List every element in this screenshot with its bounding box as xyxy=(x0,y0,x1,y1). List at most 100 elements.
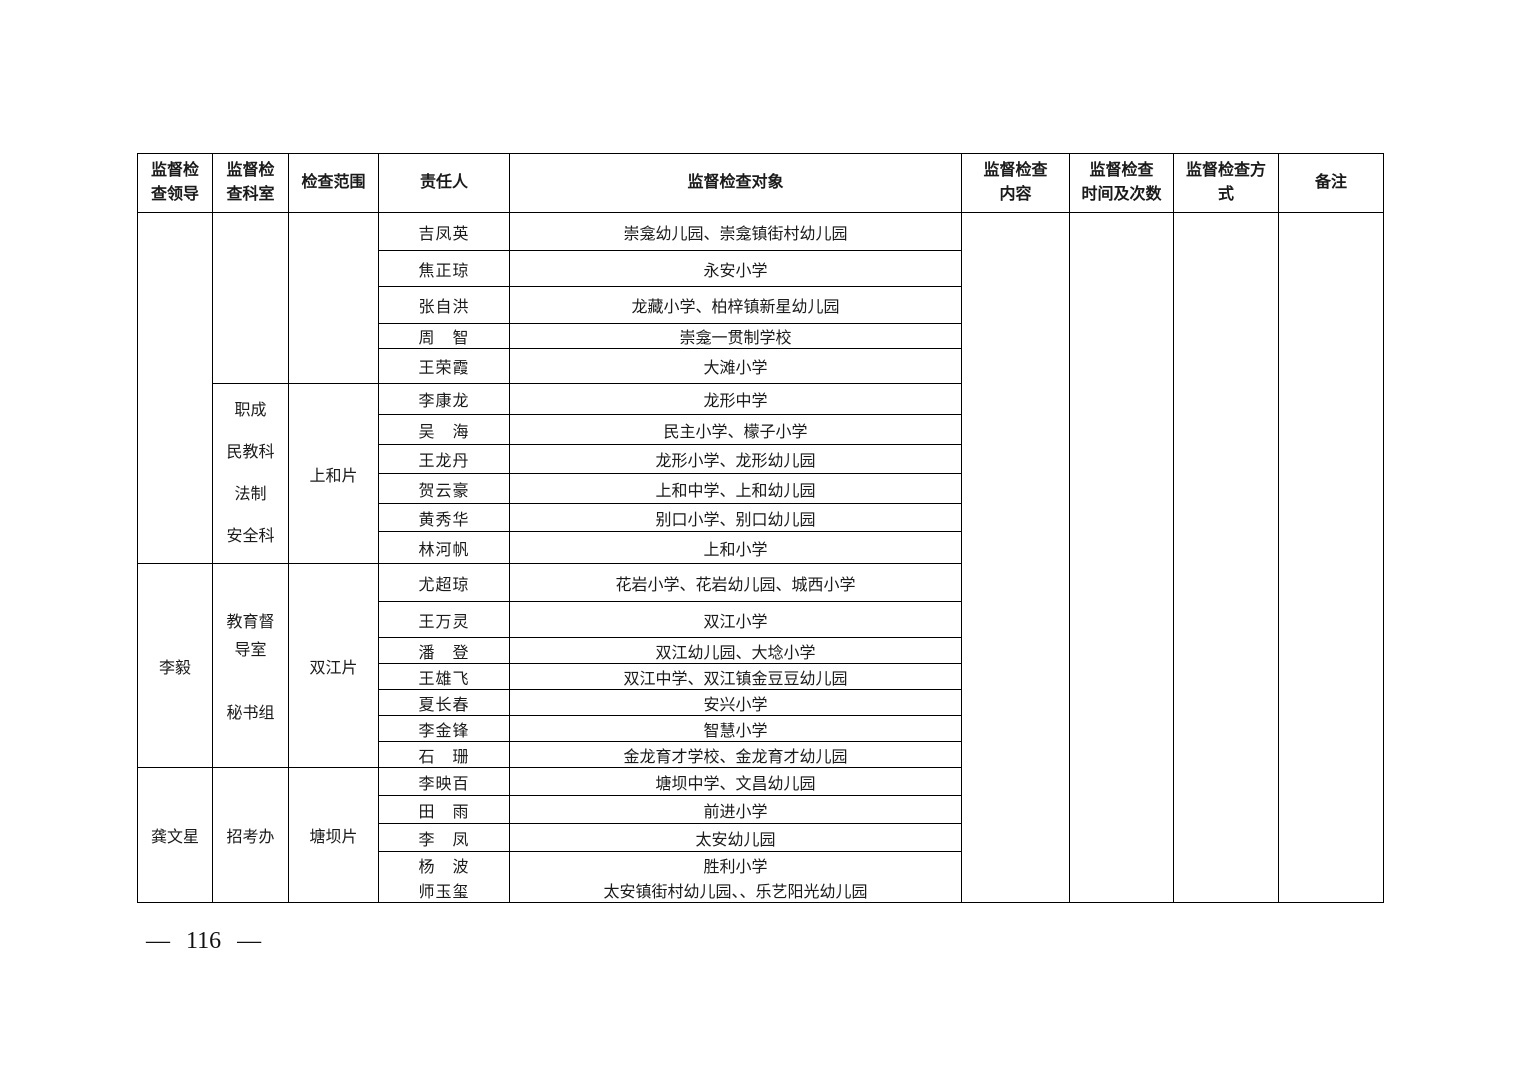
responsible-name: 王龙丹 xyxy=(378,444,510,474)
inspection-target: 安兴小学 xyxy=(509,689,962,716)
responsible-name: 周 智 xyxy=(378,323,510,349)
department-cell: 教育督导室 秘书组 xyxy=(212,563,289,768)
responsible-name: 贺云豪 xyxy=(378,473,510,504)
scope-cell: 双江片 xyxy=(288,563,379,768)
table-row: 师玉玺 太安镇街村幼儿园、、乐艺阳光幼儿园 xyxy=(138,877,1384,903)
inspection-target: 龙形小学、龙形幼儿园 xyxy=(509,444,962,474)
inspection-target: 前进小学 xyxy=(509,795,962,824)
responsible-name: 黄秀华 xyxy=(378,503,510,532)
responsible-name: 王雄飞 xyxy=(378,663,510,690)
responsible-name: 吉凤英 xyxy=(378,212,510,251)
department-line: 秘书组 xyxy=(226,704,275,722)
responsible-name: 李 凤 xyxy=(378,823,510,852)
responsible-name: 石 珊 xyxy=(378,741,510,768)
department-line: 教育督导室 xyxy=(226,613,275,659)
department-cell-empty xyxy=(212,212,289,384)
header-content: 监督检查 内容 xyxy=(961,153,1070,213)
scope-cell-empty xyxy=(288,212,379,384)
header-remark: 备注 xyxy=(1278,153,1384,213)
table-row: 贺云豪 上和中学、上和幼儿园 xyxy=(138,473,1384,504)
table-row: 吉凤英 崇龛幼儿园、崇龛镇街村幼儿园 xyxy=(137,212,1384,903)
department-line: 民教科 xyxy=(226,443,275,461)
responsible-name: 尤超琼 xyxy=(378,563,510,602)
method-cell-empty xyxy=(1173,212,1279,903)
page-number: — 116 — xyxy=(146,928,262,954)
header-target: 监督检查对象 xyxy=(509,153,962,213)
table-row: 杨 波 胜利小学 xyxy=(138,851,1384,878)
inspection-target: 太安镇街村幼儿园、、乐艺阳光幼儿园 xyxy=(509,877,962,903)
inspection-target: 永安小学 xyxy=(509,250,962,287)
inspection-target: 胜利小学 xyxy=(509,851,962,878)
header-scope: 检查范围 xyxy=(288,153,379,213)
inspection-target: 别口小学、别口幼儿园 xyxy=(509,503,962,532)
scope-cell: 塘坝片 xyxy=(288,767,379,903)
department-cell: 职成 民教科 法制 安全科 xyxy=(212,383,289,564)
inspection-table: 监督检 查领导 监督检 查科室 检查范围 责任人 监督检查对象 监督检查 内容 监督检… xyxy=(137,153,1384,903)
responsible-name: 王万灵 xyxy=(378,601,510,638)
table-row: 林河帆 上和小学 xyxy=(138,531,1384,564)
inspection-target: 龙形中学 xyxy=(509,383,962,415)
responsible-name: 王荣霞 xyxy=(378,348,510,384)
responsible-name: 焦正琼 xyxy=(378,250,510,287)
scope-cell: 上和片 xyxy=(288,383,379,564)
table-header-row: 监督检 查领导 监督检 查科室 检查范围 责任人 监督检查对象 监督检查 内容 监督检… xyxy=(137,153,1384,213)
responsible-name: 李金锋 xyxy=(378,715,510,742)
inspection-target: 民主小学、檬子小学 xyxy=(509,414,962,445)
leader-cell: 龚文星 xyxy=(137,767,213,903)
responsible-name: 师玉玺 xyxy=(378,877,510,903)
table-row: 李金锋 智慧小学 xyxy=(138,715,1384,742)
table-row: 田 雨 前进小学 xyxy=(138,795,1384,824)
responsible-name: 李映百 xyxy=(378,767,510,796)
responsible-name: 田 雨 xyxy=(378,795,510,824)
inspection-target: 崇龛一贯制学校 xyxy=(509,323,962,349)
responsible-name: 潘 登 xyxy=(378,637,510,664)
responsible-name: 杨 波 xyxy=(378,851,510,878)
inspection-target: 太安幼儿园 xyxy=(509,823,962,852)
table-row: 王荣霞 大滩小学 xyxy=(138,348,1384,384)
department-line: 职成 xyxy=(234,401,267,419)
department-cell: 招考办 xyxy=(212,767,289,903)
responsible-name: 夏长春 xyxy=(378,689,510,716)
header-method: 监督检查方式 xyxy=(1173,153,1279,213)
leader-cell-empty xyxy=(137,212,213,564)
inspection-target: 双江小学 xyxy=(509,601,962,638)
responsible-name: 林河帆 xyxy=(378,531,510,564)
time-cell-empty xyxy=(1069,212,1174,903)
inspection-target: 崇龛幼儿园、崇龛镇街村幼儿园 xyxy=(509,212,962,251)
header-time: 监督检查 时间及次数 xyxy=(1069,153,1174,213)
responsible-name: 张自洪 xyxy=(378,286,510,324)
table-row: 王万灵 双江小学 xyxy=(138,601,1384,638)
inspection-target: 双江中学、双江镇金豆豆幼儿园 xyxy=(509,663,962,690)
header-responsible: 责任人 xyxy=(378,153,510,213)
department-line: 安全科 xyxy=(226,527,275,545)
inspection-target: 上和小学 xyxy=(509,531,962,564)
table-row: 龚文星 招考办 塘坝片 李映百 塘坝中学、文昌幼儿园 xyxy=(137,767,1384,903)
table-row: 职成 民教科 法制 安全科 上和片 李康龙 龙形中学 xyxy=(138,383,1384,564)
table-row: 黄秀华 别口小学、别口幼儿园 xyxy=(138,503,1384,532)
table-row: 石 珊 金龙育才学校、金龙育才幼儿园 xyxy=(138,741,1384,768)
header-leader: 监督检 查领导 xyxy=(137,153,213,213)
table-row: 王龙丹 龙形小学、龙形幼儿园 xyxy=(138,444,1384,474)
content-cell-empty xyxy=(961,212,1070,903)
table-row: 张自洪 龙藏小学、柏梓镇新星幼儿园 xyxy=(138,286,1384,324)
responsible-name: 李康龙 xyxy=(378,383,510,415)
table-row: 潘 登 双江幼儿园、大埝小学 xyxy=(138,637,1384,664)
table-row: 焦正琼 永安小学 xyxy=(138,250,1384,287)
inspection-target: 上和中学、上和幼儿园 xyxy=(509,473,962,504)
inspection-target: 智慧小学 xyxy=(509,715,962,742)
header-department: 监督检 查科室 xyxy=(212,153,289,213)
inspection-target: 双江幼儿园、大埝小学 xyxy=(509,637,962,664)
inspection-target: 花岩小学、花岩幼儿园、城西小学 xyxy=(509,563,962,602)
leader-cell: 李毅 xyxy=(137,563,213,768)
inspection-target: 塘坝中学、文昌幼儿园 xyxy=(509,767,962,796)
inspection-target: 金龙育才学校、金龙育才幼儿园 xyxy=(509,741,962,768)
table-row: 王雄飞 双江中学、双江镇金豆豆幼儿园 xyxy=(138,663,1384,690)
remark-cell-empty xyxy=(1278,212,1384,903)
table-row: 李毅 教育督导室 秘书组 双江片 尤超琼 花岩小学、花岩幼儿园、城西小学 xyxy=(137,563,1384,768)
department-line: 法制 xyxy=(234,485,267,503)
inspection-target: 龙藏小学、柏梓镇新星幼儿园 xyxy=(509,286,962,324)
inspection-target: 大滩小学 xyxy=(509,348,962,384)
responsible-name: 吴 海 xyxy=(378,414,510,445)
table-row: 周 智 崇龛一贯制学校 xyxy=(138,323,1384,349)
